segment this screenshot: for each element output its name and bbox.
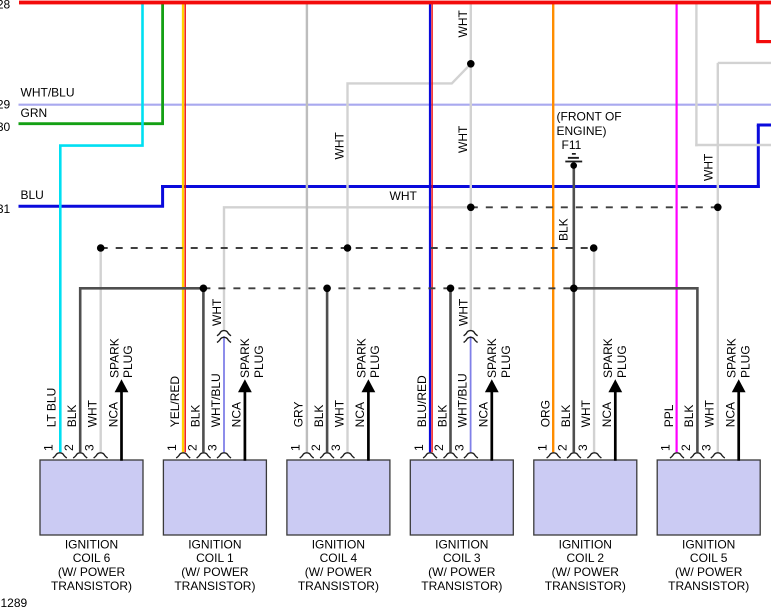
svg-text:PLUG: PLUG xyxy=(252,345,266,378)
svg-text:WHT: WHT xyxy=(333,132,347,160)
svg-text:(W/ POWER: (W/ POWER xyxy=(58,565,126,579)
svg-text:28: 28 xyxy=(0,0,10,12)
svg-text:LT BLU: LT BLU xyxy=(45,388,59,428)
svg-text:3: 3 xyxy=(82,444,96,451)
svg-text:COIL 4: COIL 4 xyxy=(320,551,358,565)
svg-text:1: 1 xyxy=(42,444,56,451)
svg-text:GRN: GRN xyxy=(21,106,48,120)
svg-text:YEL/RED: YEL/RED xyxy=(168,376,182,428)
svg-text:PPL: PPL xyxy=(662,404,676,427)
svg-text:COIL 1: COIL 1 xyxy=(196,551,234,565)
svg-text:1: 1 xyxy=(288,444,302,451)
svg-text:NCA: NCA xyxy=(477,402,491,427)
svg-text:TRANSISTOR): TRANSISTOR) xyxy=(174,579,255,593)
svg-text:IGNITION: IGNITION xyxy=(559,537,612,551)
svg-text:BLK: BLK xyxy=(559,405,573,428)
svg-text:NCA: NCA xyxy=(106,402,120,427)
svg-text:3: 3 xyxy=(453,444,467,451)
svg-text:WHT/BLU: WHT/BLU xyxy=(456,373,470,427)
svg-text:SPARK: SPARK xyxy=(601,338,615,378)
svg-text:31: 31 xyxy=(0,202,10,216)
svg-text:SPARK: SPARK xyxy=(354,338,368,378)
svg-text:ENGINE): ENGINE) xyxy=(557,124,607,138)
svg-text:BLK: BLK xyxy=(682,405,696,428)
svg-text:WHT: WHT xyxy=(456,298,470,326)
svg-text:3: 3 xyxy=(206,444,220,451)
svg-text:30: 30 xyxy=(0,120,10,134)
svg-text:SPARK: SPARK xyxy=(725,338,739,378)
svg-text:WHT: WHT xyxy=(703,399,717,427)
svg-text:3: 3 xyxy=(700,444,714,451)
svg-text:NCA: NCA xyxy=(724,402,738,427)
svg-text:(W/ POWER: (W/ POWER xyxy=(305,565,373,579)
svg-text:TRANSISTOR): TRANSISTOR) xyxy=(298,579,379,593)
svg-text:NCA: NCA xyxy=(600,402,614,427)
svg-text:COIL 2: COIL 2 xyxy=(567,551,605,565)
svg-text:3: 3 xyxy=(576,444,590,451)
svg-text:PLUG: PLUG xyxy=(738,345,752,378)
svg-text:IGNITION: IGNITION xyxy=(65,537,118,551)
svg-text:2: 2 xyxy=(185,444,199,451)
svg-text:(FRONT OF: (FRONT OF xyxy=(557,109,622,123)
svg-text:(W/ POWER: (W/ POWER xyxy=(675,565,743,579)
svg-text:2: 2 xyxy=(556,444,570,451)
svg-text:WHT: WHT xyxy=(85,399,99,427)
svg-text:WHT/BLU: WHT/BLU xyxy=(21,86,75,100)
svg-text:WHT/BLU: WHT/BLU xyxy=(209,373,223,427)
svg-text:PLUG: PLUG xyxy=(368,345,382,378)
svg-text:29: 29 xyxy=(0,97,10,111)
svg-text:COIL 5: COIL 5 xyxy=(690,551,728,565)
svg-text:TRANSISTOR): TRANSISTOR) xyxy=(51,579,132,593)
svg-text:PLUG: PLUG xyxy=(121,345,135,378)
svg-text:SPARK: SPARK xyxy=(107,338,121,378)
svg-text:2: 2 xyxy=(309,444,323,451)
svg-text:(W/ POWER: (W/ POWER xyxy=(428,565,496,579)
svg-text:COIL 3: COIL 3 xyxy=(443,551,481,565)
svg-text:COIL 6: COIL 6 xyxy=(73,551,111,565)
svg-text:IGNITION: IGNITION xyxy=(682,537,735,551)
svg-text:BLK: BLK xyxy=(557,218,571,241)
svg-text:BLK: BLK xyxy=(188,405,202,428)
svg-text:BLK: BLK xyxy=(435,405,449,428)
svg-text:2: 2 xyxy=(679,444,693,451)
svg-text:NCA: NCA xyxy=(353,402,367,427)
svg-text:BLU/RED: BLU/RED xyxy=(415,375,429,427)
svg-text:PLUG: PLUG xyxy=(615,345,629,378)
svg-text:3: 3 xyxy=(329,444,343,451)
svg-text:PLUG: PLUG xyxy=(499,345,513,378)
svg-text:BLK: BLK xyxy=(65,405,79,428)
svg-text:(W/ POWER: (W/ POWER xyxy=(552,565,620,579)
svg-text:GRY: GRY xyxy=(292,402,306,428)
svg-text:1: 1 xyxy=(412,444,426,451)
svg-text:TRANSISTOR): TRANSISTOR) xyxy=(668,579,749,593)
svg-text:2: 2 xyxy=(432,444,446,451)
svg-text:IGNITION: IGNITION xyxy=(188,537,241,551)
svg-text:1: 1 xyxy=(659,444,673,451)
svg-text:WHT: WHT xyxy=(210,298,224,326)
svg-text:SPARK: SPARK xyxy=(485,338,499,378)
svg-text:2: 2 xyxy=(62,444,76,451)
svg-text:(W/ POWER: (W/ POWER xyxy=(181,565,249,579)
svg-text:IGNITION: IGNITION xyxy=(435,537,488,551)
svg-text:WHT: WHT xyxy=(701,153,715,181)
svg-text:IGNITION: IGNITION xyxy=(312,537,365,551)
svg-text:BLU: BLU xyxy=(21,188,44,202)
svg-text:1289: 1289 xyxy=(1,596,28,610)
svg-text:SPARK: SPARK xyxy=(238,338,252,378)
svg-text:WHT: WHT xyxy=(456,125,470,153)
svg-text:WHT: WHT xyxy=(579,399,593,427)
svg-text:TRANSISTOR): TRANSISTOR) xyxy=(545,579,626,593)
svg-text:F11: F11 xyxy=(562,138,582,152)
svg-text:WHT: WHT xyxy=(456,10,470,38)
svg-text:NCA: NCA xyxy=(230,402,244,427)
svg-text:ORG: ORG xyxy=(538,400,552,427)
svg-text:BLK: BLK xyxy=(312,405,326,428)
svg-text:WHT: WHT xyxy=(332,399,346,427)
svg-text:TRANSISTOR): TRANSISTOR) xyxy=(421,579,502,593)
svg-text:1: 1 xyxy=(535,444,549,451)
svg-text:1: 1 xyxy=(165,444,179,451)
svg-text:WHT: WHT xyxy=(390,189,418,203)
